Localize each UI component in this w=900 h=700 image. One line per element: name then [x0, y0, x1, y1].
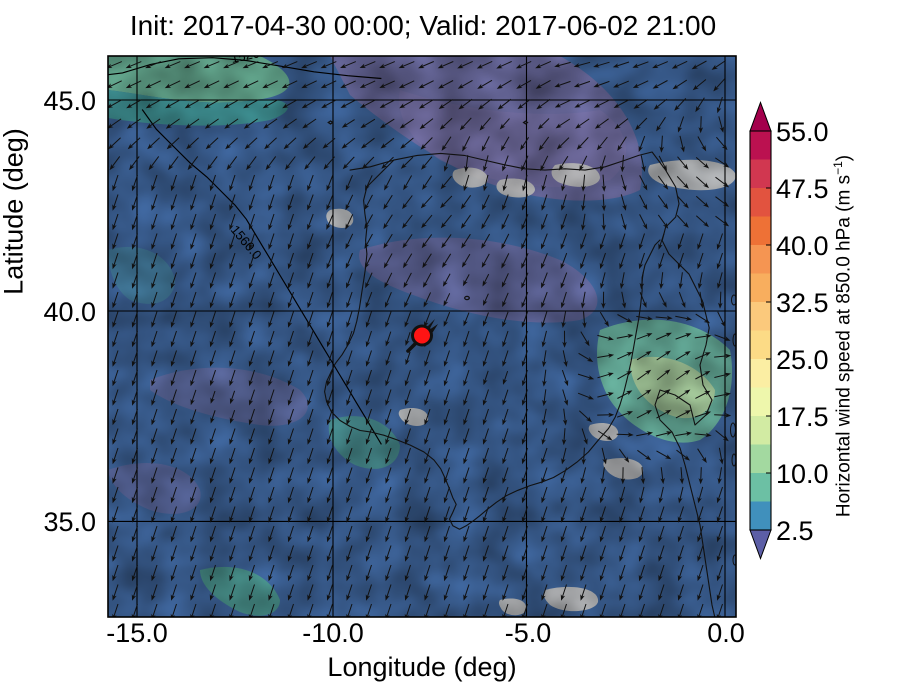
svg-text:32.5: 32.5: [776, 288, 829, 318]
svg-text:17.5: 17.5: [776, 402, 829, 432]
svg-text:40.0: 40.0: [776, 231, 829, 261]
svg-text:10.0: 10.0: [776, 459, 829, 489]
svg-text:25.0: 25.0: [776, 345, 829, 375]
svg-text:55.0: 55.0: [776, 117, 829, 147]
svg-text:47.5: 47.5: [776, 174, 829, 204]
svg-text:2.5: 2.5: [776, 516, 814, 546]
